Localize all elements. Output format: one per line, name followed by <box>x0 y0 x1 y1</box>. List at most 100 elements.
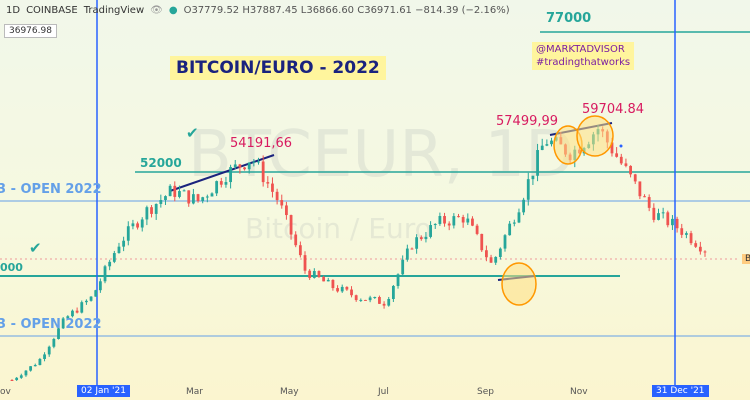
candle-up[interactable] <box>466 218 470 223</box>
candle-down[interactable] <box>643 196 646 198</box>
candle-down[interactable] <box>633 174 637 182</box>
candle-up[interactable] <box>661 212 665 214</box>
candle-down[interactable] <box>638 181 642 197</box>
candle-down[interactable] <box>266 182 270 184</box>
candle-down[interactable] <box>331 279 335 289</box>
candle-down[interactable] <box>354 295 358 301</box>
candle-up[interactable] <box>429 225 432 237</box>
candle-down[interactable] <box>280 200 284 206</box>
candle-up[interactable] <box>61 318 65 329</box>
candle-up[interactable] <box>85 300 88 303</box>
candle-up[interactable] <box>224 182 228 185</box>
candle-up[interactable] <box>33 365 37 367</box>
candle-up[interactable] <box>233 164 237 168</box>
candle-down[interactable] <box>629 165 632 175</box>
candle-up[interactable] <box>257 161 260 163</box>
candle-up[interactable] <box>326 279 330 282</box>
candle-up[interactable] <box>391 285 395 300</box>
candle-down[interactable] <box>136 223 139 228</box>
candle-up[interactable] <box>229 167 232 183</box>
candle-down[interactable] <box>289 215 293 235</box>
candle-up[interactable] <box>396 274 400 286</box>
candle-down[interactable] <box>461 216 465 223</box>
candle-up[interactable] <box>312 271 316 278</box>
candle-down[interactable] <box>680 228 684 235</box>
candle-down[interactable] <box>382 303 386 306</box>
candle-up[interactable] <box>66 316 70 319</box>
candle-up[interactable] <box>112 253 116 262</box>
candle-up[interactable] <box>684 233 688 235</box>
candle-up[interactable] <box>145 207 149 220</box>
candle-up[interactable] <box>159 200 163 204</box>
candle-up[interactable] <box>168 185 172 197</box>
candle-down[interactable] <box>238 164 242 168</box>
candle-down[interactable] <box>647 197 651 208</box>
candle-up[interactable] <box>368 297 372 301</box>
candle-up[interactable] <box>94 290 98 297</box>
candle-down[interactable] <box>457 216 460 218</box>
candle-down[interactable] <box>350 289 353 296</box>
candle-up[interactable] <box>526 179 530 200</box>
candle-down[interactable] <box>378 297 381 304</box>
candle-up[interactable] <box>438 216 442 224</box>
candle-down[interactable] <box>485 250 488 258</box>
candle-down[interactable] <box>419 237 423 240</box>
candle-down[interactable] <box>150 207 153 214</box>
candle-up[interactable] <box>359 299 363 301</box>
candle-up[interactable] <box>503 235 507 249</box>
candle-down[interactable] <box>271 183 274 192</box>
candle-up[interactable] <box>154 203 158 214</box>
candle-up[interactable] <box>52 338 56 347</box>
candle-up[interactable] <box>540 145 544 151</box>
candle-up[interactable] <box>401 259 405 275</box>
candle-down[interactable] <box>173 185 177 197</box>
candle-up[interactable] <box>131 223 135 227</box>
candle-up[interactable] <box>415 237 419 249</box>
x-axis[interactable]: ov 02 Jan '21 Mar May Jul Sep Nov 31 Dec… <box>0 384 750 400</box>
candle-down[interactable] <box>75 310 79 313</box>
candle-up[interactable] <box>80 302 84 313</box>
candle-down[interactable] <box>410 248 414 250</box>
candle-down[interactable] <box>489 257 493 263</box>
candle-up[interactable] <box>512 222 516 224</box>
candle-up[interactable] <box>373 297 377 299</box>
candle-up[interactable] <box>508 223 512 236</box>
candle-up[interactable] <box>424 236 428 240</box>
candle-down[interactable] <box>615 153 619 157</box>
candle-up[interactable] <box>494 256 498 263</box>
candle-up[interactable] <box>452 216 456 226</box>
candle-down[interactable] <box>294 234 298 246</box>
candle-down[interactable] <box>666 212 670 226</box>
candle-up[interactable] <box>15 377 19 381</box>
candle-up[interactable] <box>522 199 526 213</box>
candle-down[interactable] <box>689 233 693 244</box>
candle-up[interactable] <box>550 140 553 145</box>
candle-down[interactable] <box>275 191 279 201</box>
candle-up[interactable] <box>405 248 409 260</box>
candle-down[interactable] <box>219 181 223 185</box>
candle-up[interactable] <box>433 223 437 226</box>
interval-label[interactable]: 1D <box>6 4 21 16</box>
candle-down[interactable] <box>308 270 312 278</box>
candle-down[interactable] <box>303 255 307 271</box>
candle-down[interactable] <box>694 243 698 247</box>
candle-down[interactable] <box>10 380 14 381</box>
candle-down[interactable] <box>345 286 349 290</box>
candle-down[interactable] <box>261 161 265 183</box>
candle-up[interactable] <box>122 240 126 247</box>
candle-up[interactable] <box>57 328 60 339</box>
candle-down[interactable] <box>480 233 484 251</box>
candle-up[interactable] <box>24 370 28 376</box>
candle-down[interactable] <box>196 194 200 202</box>
candle-down[interactable] <box>322 277 326 282</box>
candle-up[interactable] <box>671 218 674 226</box>
candle-down[interactable] <box>285 205 288 216</box>
candle-up[interactable] <box>103 266 107 282</box>
candle-down[interactable] <box>317 271 321 278</box>
candle-up[interactable] <box>536 150 539 176</box>
candle-down[interactable] <box>698 246 702 252</box>
candle-down[interactable] <box>336 288 339 292</box>
candle-up[interactable] <box>38 358 42 366</box>
